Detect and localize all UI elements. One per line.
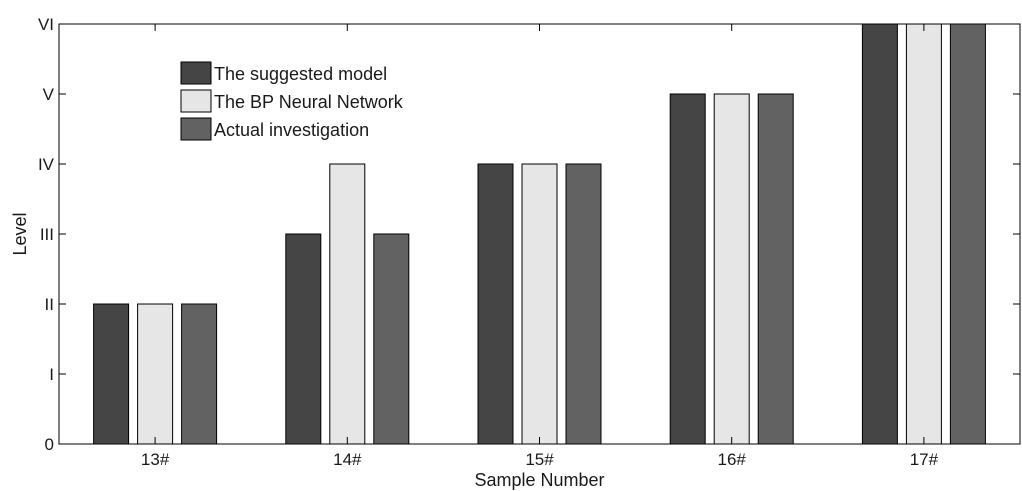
legend: The suggested model The BP Neural Network… [177,58,445,148]
y-tick-label: I [49,365,54,384]
bar-13-series-3 [181,303,218,445]
bar-15-series-1 [477,163,514,445]
bar-13-series-2 [137,303,174,445]
y-axis-label: Level [10,212,30,255]
legend-swatch [180,61,212,85]
bar-17-series-1 [861,23,898,445]
x-axis: 13# 14# 15# 16# 17# [141,24,939,469]
bar-17-series-3 [949,23,986,445]
y-tick-label: III [40,225,54,244]
bar-14-series-2 [329,163,366,445]
bar-17-series-2 [905,23,942,445]
y-tick-label: 0 [45,435,54,454]
bar-16-series-1 [669,93,706,445]
legend-swatch [180,117,212,141]
legend-label: Actual investigation [214,120,369,140]
bar-15-series-3 [565,163,602,445]
bar-15-series-2 [521,163,558,445]
x-tick-label: 13# [141,450,170,469]
y-tick-label: IV [38,155,55,174]
legend-box [177,58,445,148]
y-tick-label: VI [38,15,54,34]
x-tick-label: 16# [718,450,747,469]
bar-16-series-3 [757,93,794,445]
legend-label: The suggested model [214,64,387,84]
y-tick-label: V [43,85,55,104]
bar-16-series-2 [713,93,750,445]
bars-layer [93,23,986,445]
x-tick-label: 17# [910,450,939,469]
bar-14-series-3 [373,233,410,445]
x-tick-label: 14# [333,450,362,469]
x-axis-label: Sample Number [474,470,604,490]
legend-swatch [180,89,212,113]
bar-13-series-1 [93,303,130,445]
y-tick-label: II [45,295,54,314]
bar-14-series-1 [285,233,322,445]
x-tick-label: 15# [525,450,554,469]
legend-label: The BP Neural Network [214,92,404,112]
